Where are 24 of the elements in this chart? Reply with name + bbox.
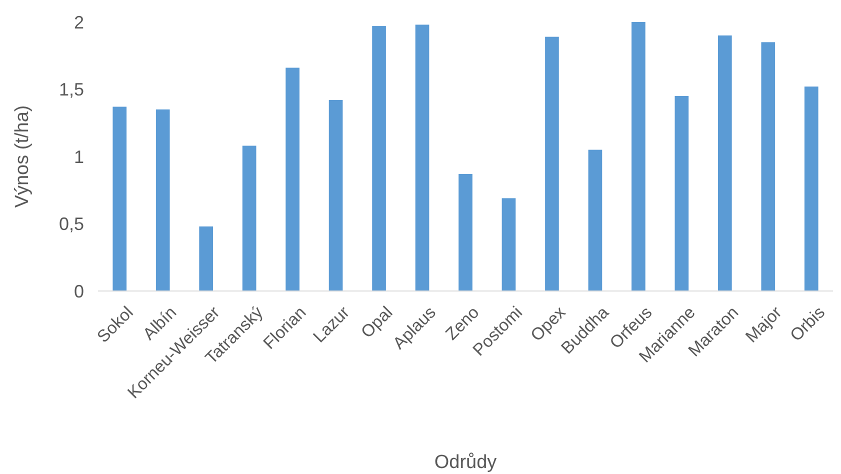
bar — [632, 22, 646, 291]
bar — [545, 36, 559, 291]
bar — [761, 42, 776, 291]
y-axis-title: Výnos (t/ha) — [12, 105, 33, 208]
y-tick-label: 0 — [74, 281, 84, 302]
bar — [242, 146, 256, 291]
bar — [372, 26, 386, 291]
bar — [458, 174, 472, 291]
bar — [199, 226, 214, 291]
bar — [588, 150, 602, 291]
bar — [502, 198, 516, 291]
bar — [156, 109, 170, 291]
bar — [328, 100, 343, 291]
bar — [112, 106, 127, 291]
y-tick-label: 1,5 — [58, 80, 84, 100]
x-axis-title: Odrůdy — [434, 452, 498, 473]
bar — [718, 35, 732, 291]
y-tick-label: 1 — [74, 146, 84, 167]
bar — [674, 96, 689, 291]
bar — [286, 68, 300, 291]
y-tick-label: 0,5 — [58, 214, 84, 234]
bar — [804, 86, 818, 291]
y-tick-label: 2 — [74, 12, 84, 32]
bar — [415, 24, 430, 291]
